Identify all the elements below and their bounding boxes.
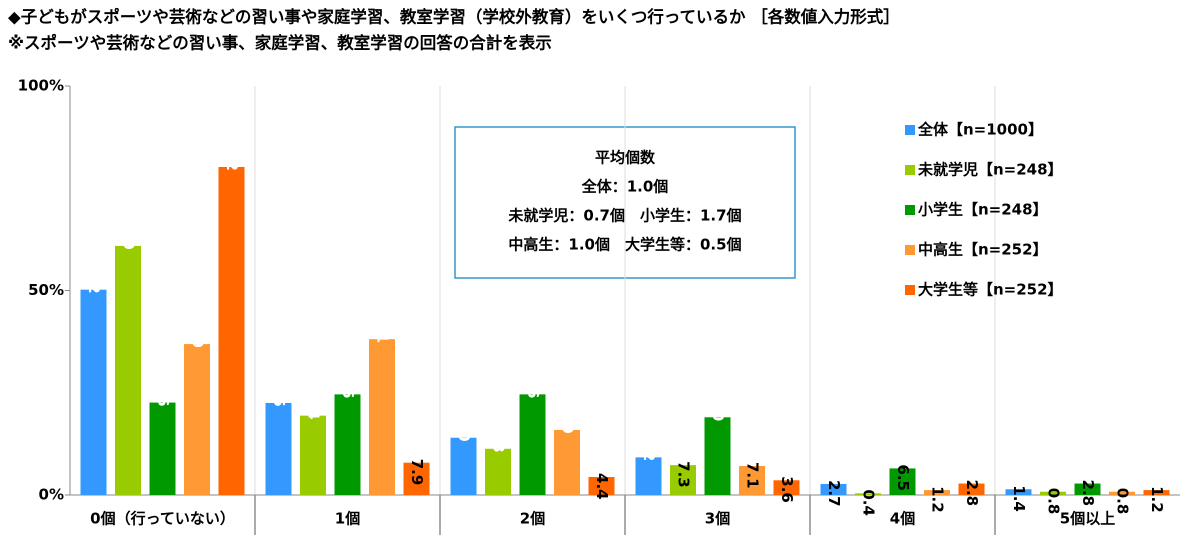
data-label: 0.4 — [860, 489, 878, 516]
data-label: 50.2 — [85, 257, 103, 294]
data-label: 6.5 — [894, 464, 912, 491]
bar — [554, 429, 580, 495]
data-label: 24.6 — [524, 361, 542, 398]
legend-label: 未就学児【n=248】 — [917, 161, 1063, 179]
bar — [519, 394, 546, 495]
bar — [184, 344, 210, 495]
y-tick-label: 0% — [39, 486, 64, 504]
bar — [1109, 491, 1135, 495]
bar — [1005, 489, 1032, 495]
data-label: 60.9 — [120, 213, 138, 250]
data-label: 11.3 — [490, 416, 508, 453]
x-tick-label: 5個以上 — [1060, 510, 1115, 528]
bar — [369, 339, 395, 495]
y-tick-label: 50% — [28, 281, 64, 299]
data-label: 14.0 — [455, 405, 473, 442]
bar — [80, 289, 107, 495]
data-label: 22.6 — [154, 370, 172, 407]
legend-swatch — [905, 165, 915, 175]
data-label: 0.8 — [1045, 488, 1063, 515]
x-tick-label: 3個 — [705, 510, 730, 528]
data-label: 2.8 — [1079, 480, 1097, 507]
legend-swatch — [905, 245, 915, 255]
y-tick-label: 100% — [18, 77, 64, 95]
data-label: 38.1 — [374, 306, 392, 343]
legend-label: 全体【n=1000】 — [917, 121, 1043, 139]
bar — [739, 465, 765, 495]
data-label: 4.4 — [593, 473, 611, 500]
data-label: 7.9 — [408, 459, 426, 486]
bar — [1143, 490, 1170, 495]
bar — [300, 415, 326, 495]
legend-swatch — [905, 205, 915, 215]
bar — [588, 477, 615, 495]
bar — [265, 402, 292, 495]
bar — [1040, 491, 1066, 495]
chart-title: ◆子どもがスポーツや芸術などの習い事や家庭学習、教室学習（学校外教育）をいくつ行… — [8, 7, 900, 27]
bar — [889, 468, 916, 495]
bar — [958, 483, 985, 495]
bar — [635, 457, 662, 495]
bar — [334, 394, 361, 495]
bar — [403, 462, 430, 495]
data-label: 2.8 — [963, 480, 981, 507]
bar — [924, 490, 950, 495]
data-label: 24.6 — [339, 361, 357, 398]
bar — [704, 417, 731, 495]
data-label: 22.5 — [270, 370, 288, 407]
chart-subtitle: ※スポーツや芸術などの習い事、家庭学習、教室学習の回答の合計を表示 — [8, 33, 552, 53]
data-label: 19.4 — [305, 383, 323, 420]
legend-swatch — [905, 285, 915, 295]
legend-label: 中高生【n=252】 — [918, 241, 1048, 259]
bar — [218, 166, 245, 495]
data-label: 9.2 — [640, 435, 658, 462]
data-label: 36.9 — [189, 311, 207, 348]
data-label: 15.9 — [559, 397, 577, 434]
bar — [855, 493, 881, 495]
bar — [149, 402, 176, 495]
legend-label: 小学生【n=248】 — [918, 201, 1048, 219]
data-label: 7.1 — [744, 462, 762, 489]
x-tick-label: 1個 — [335, 510, 360, 528]
data-label: 1.2 — [929, 486, 947, 513]
x-tick-label: 2個 — [520, 510, 545, 528]
data-label: 2.7 — [825, 480, 843, 507]
data-label: 1.4 — [1010, 485, 1028, 512]
bar — [1074, 483, 1101, 495]
x-tick-label: 0個（行っていない） — [90, 510, 235, 528]
x-tick-label: 4個 — [890, 510, 915, 528]
bar — [773, 480, 800, 495]
legend-label: 大学生等【n=252】 — [918, 281, 1063, 299]
legend-swatch — [905, 125, 915, 135]
bar — [485, 448, 511, 495]
data-label: 0.8 — [1114, 488, 1132, 515]
data-label: 1.2 — [1148, 486, 1166, 513]
bar — [115, 245, 141, 495]
bar — [450, 437, 477, 495]
data-label: 3.6 — [778, 476, 796, 503]
bar — [820, 483, 847, 495]
data-label: 7.3 — [675, 461, 693, 488]
data-label: 19.0 — [709, 384, 727, 421]
data-label: 80.2 — [223, 134, 241, 171]
bar — [670, 465, 696, 495]
